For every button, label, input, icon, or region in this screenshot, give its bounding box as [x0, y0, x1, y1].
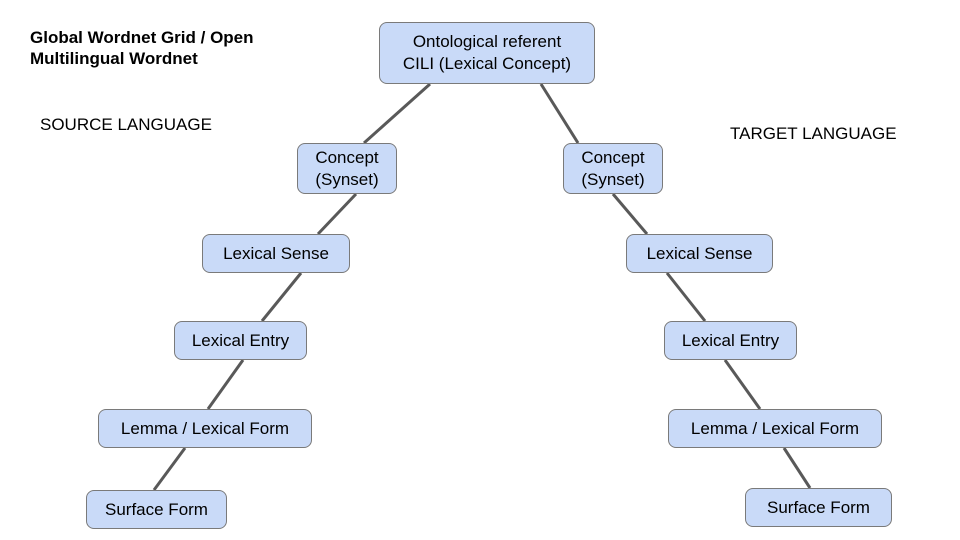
target-concept-node: Concept (Synset) — [563, 143, 663, 194]
title-line-1: Global Wordnet Grid / Open — [30, 28, 254, 47]
source-lemma-node: Lemma / Lexical Form — [98, 409, 312, 448]
title-line-2: Multilingual Wordnet — [30, 49, 198, 68]
target-surface-form-node: Surface Form — [745, 488, 892, 527]
source-lexical-entry-label: Lexical Entry — [191, 330, 290, 350]
connector-root-to-target-concept — [539, 83, 580, 144]
connector-target-entry-to-lemma — [723, 359, 762, 410]
diagram-title: Global Wordnet Grid / Open Multilingual … — [30, 27, 254, 69]
root-node-line-2: CILI (Lexical Concept) — [402, 54, 572, 73]
connector-source-concept-to-sense — [316, 192, 358, 236]
target-lexical-sense-label: Lexical Sense — [646, 243, 753, 263]
target-concept-line-1: Concept — [581, 147, 645, 167]
connector-source-sense-to-entry — [260, 272, 303, 322]
source-concept-line-2: (Synset) — [315, 169, 379, 189]
source-concept-node: Concept (Synset) — [297, 143, 397, 194]
root-node-line-1: Ontological referent — [412, 32, 562, 51]
target-concept-line-2: (Synset) — [581, 169, 645, 189]
target-lexical-entry-node: Lexical Entry — [664, 321, 797, 360]
target-lemma-label: Lemma / Lexical Form — [690, 418, 860, 438]
connector-target-lemma-to-surface — [782, 447, 812, 489]
source-language-label: SOURCE LANGUAGE — [40, 115, 212, 134]
source-lexical-sense-node: Lexical Sense — [202, 234, 350, 273]
connector-source-lemma-to-surface — [152, 447, 187, 491]
target-lexical-sense-node: Lexical Sense — [626, 234, 773, 273]
connector-root-to-source-concept — [363, 82, 431, 145]
connector-source-entry-to-lemma — [206, 359, 245, 410]
root-node-cili: Ontological referent CILI (Lexical Conce… — [379, 22, 595, 84]
source-lexical-sense-label: Lexical Sense — [223, 243, 329, 263]
target-lexical-entry-label: Lexical Entry — [681, 330, 780, 350]
source-lemma-label: Lemma / Lexical Form — [120, 418, 290, 438]
source-lexical-entry-node: Lexical Entry — [174, 321, 307, 360]
target-language-label: TARGET LANGUAGE — [730, 124, 897, 143]
target-surface-form-label: Surface Form — [767, 497, 870, 517]
target-lemma-node: Lemma / Lexical Form — [668, 409, 882, 448]
source-concept-line-1: Concept — [315, 147, 379, 167]
connector-target-concept-to-sense — [611, 193, 649, 235]
connector-target-sense-to-entry — [665, 272, 707, 322]
source-surface-form-label: Surface Form — [105, 499, 208, 519]
source-surface-form-node: Surface Form — [86, 490, 227, 529]
